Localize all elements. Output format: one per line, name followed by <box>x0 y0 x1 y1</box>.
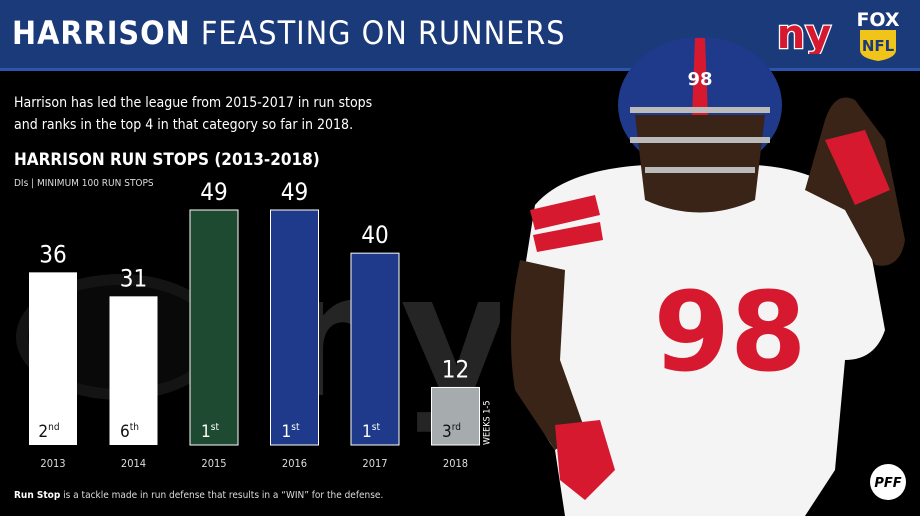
rank-label-2014: 6th <box>120 422 139 442</box>
footnote-term: Run Stop <box>14 490 61 501</box>
bar-2013 <box>29 272 77 445</box>
pff-logo: PFF <box>870 464 906 500</box>
page-title: HARRISON FEASTING ON RUNNERS <box>12 14 566 52</box>
team-logo-text: ny <box>777 12 832 54</box>
x-tick-2013: 2013 <box>40 457 65 470</box>
x-tick-2015: 2015 <box>201 457 226 470</box>
bar-2015 <box>189 209 239 446</box>
bar-2014 <box>109 296 158 445</box>
description-line-2: and ranks in the top 4 in that category … <box>14 117 354 133</box>
jersey-number: 98 <box>653 268 806 396</box>
run-stops-chart: ny 36 2nd 2013 31 6th 2014 49 1st 2015 49 1st 2016 4… <box>16 180 500 470</box>
helmet-number: 98 <box>687 69 712 90</box>
value-label-2017: 40 <box>361 221 388 249</box>
background-logos: ny <box>16 238 500 436</box>
x-tick-2018: 2018 <box>443 457 468 470</box>
rank-label-2016: 1st <box>282 422 300 442</box>
rank-label-2017: 1st <box>362 422 380 442</box>
footnote: Run Stop is a tackle made in run defense… <box>14 490 383 501</box>
chart-subtitle: DIs | MINIMUM 100 RUN STOPS <box>14 178 154 189</box>
rank-label-2015: 1st <box>201 422 219 442</box>
fox-nfl-logo: FOX NFL <box>856 9 900 61</box>
nfl-text: NFL <box>862 37 895 55</box>
rank-label-2013: 2nd <box>38 422 59 442</box>
description-line-1: Harrison has led the league from 2015-20… <box>14 95 373 111</box>
giants-logo: ny <box>775 12 832 54</box>
title-bold: HARRISON <box>12 14 191 52</box>
footnote-text: is a tackle made in run defense that res… <box>60 490 384 501</box>
weeks-annotation: WEEKS 1-5 <box>483 401 493 445</box>
pff-text: PFF <box>874 476 901 491</box>
value-label-2014: 31 <box>120 264 147 292</box>
header-banner: HARRISON FEASTING ON RUNNERS <box>0 0 920 71</box>
description: Harrison has led the league from 2015-20… <box>14 92 394 136</box>
bar-2016 <box>270 209 319 446</box>
rank-label-2018: 3rd <box>442 422 461 442</box>
value-label-2013: 36 <box>39 240 66 268</box>
value-label-2016: 49 <box>281 180 308 206</box>
bar-2017 <box>350 252 400 446</box>
bars: 36 2nd 2013 31 6th 2014 49 1st 2015 49 1st 2016 40 1s… <box>29 180 493 470</box>
value-label-2018: 12 <box>442 355 469 383</box>
x-tick-2016: 2016 <box>282 457 307 470</box>
chart-title: HARRISON RUN STOPS (2013-2018) <box>14 150 320 170</box>
fox-text: FOX <box>856 9 899 31</box>
value-label-2015: 49 <box>200 180 227 206</box>
title-light: FEASTING ON RUNNERS <box>200 14 566 52</box>
x-tick-2017: 2017 <box>362 457 387 470</box>
bar-2018 <box>431 386 480 446</box>
x-tick-2014: 2014 <box>121 457 146 470</box>
player-photo: 98 98 <box>511 37 905 516</box>
